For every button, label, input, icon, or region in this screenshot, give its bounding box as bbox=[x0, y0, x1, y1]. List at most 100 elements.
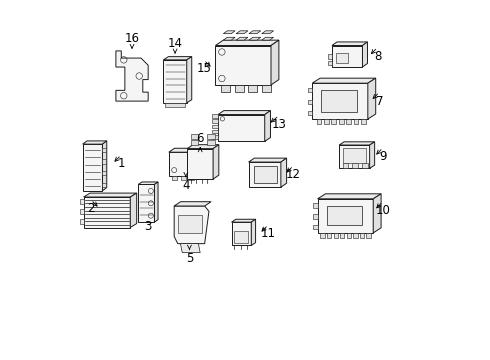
Bar bbox=[178, 215, 202, 233]
Text: 2: 2 bbox=[87, 202, 95, 215]
Polygon shape bbox=[318, 194, 381, 199]
Bar bbox=[340, 233, 344, 238]
Polygon shape bbox=[281, 158, 287, 187]
Text: 6: 6 bbox=[196, 132, 204, 145]
Polygon shape bbox=[216, 40, 279, 45]
Polygon shape bbox=[339, 145, 369, 168]
Bar bbox=[212, 125, 218, 128]
Polygon shape bbox=[318, 199, 373, 233]
Polygon shape bbox=[83, 141, 107, 144]
Bar bbox=[343, 163, 348, 168]
Bar bbox=[212, 130, 218, 134]
Bar bbox=[191, 140, 198, 145]
Polygon shape bbox=[235, 85, 244, 92]
Polygon shape bbox=[262, 37, 273, 40]
Bar bbox=[313, 225, 318, 229]
Polygon shape bbox=[271, 40, 279, 85]
Bar bbox=[347, 233, 351, 238]
Bar bbox=[180, 176, 186, 180]
Bar bbox=[328, 61, 332, 65]
Polygon shape bbox=[169, 148, 201, 152]
Bar bbox=[234, 231, 248, 243]
Text: 16: 16 bbox=[124, 32, 140, 45]
Text: 15: 15 bbox=[196, 62, 211, 75]
Polygon shape bbox=[221, 85, 230, 92]
Bar bbox=[308, 88, 312, 93]
Polygon shape bbox=[232, 219, 256, 222]
Text: 1: 1 bbox=[118, 157, 125, 170]
Text: 9: 9 bbox=[379, 150, 387, 163]
Bar bbox=[326, 206, 363, 225]
Text: 4: 4 bbox=[182, 179, 190, 192]
Bar bbox=[367, 233, 370, 238]
Text: 3: 3 bbox=[145, 220, 152, 233]
Bar bbox=[336, 53, 348, 63]
Polygon shape bbox=[373, 194, 381, 233]
Polygon shape bbox=[312, 83, 368, 119]
Bar bbox=[212, 135, 218, 139]
Bar bbox=[353, 233, 358, 238]
Text: 8: 8 bbox=[374, 50, 381, 63]
Bar bbox=[328, 54, 332, 59]
Bar bbox=[339, 119, 343, 124]
Bar bbox=[308, 111, 312, 116]
Polygon shape bbox=[312, 78, 376, 83]
Bar bbox=[172, 176, 177, 180]
Polygon shape bbox=[169, 152, 196, 176]
Polygon shape bbox=[84, 197, 130, 228]
Polygon shape bbox=[174, 206, 209, 244]
Bar bbox=[331, 119, 336, 124]
Polygon shape bbox=[265, 111, 270, 141]
Polygon shape bbox=[223, 37, 235, 40]
Polygon shape bbox=[187, 57, 192, 103]
Bar bbox=[165, 103, 185, 107]
Bar bbox=[254, 166, 277, 183]
Text: 14: 14 bbox=[168, 37, 183, 50]
Bar bbox=[313, 214, 318, 219]
Polygon shape bbox=[248, 162, 281, 187]
Text: 11: 11 bbox=[261, 227, 276, 240]
Text: 10: 10 bbox=[376, 204, 391, 217]
Polygon shape bbox=[218, 114, 265, 141]
Polygon shape bbox=[102, 141, 107, 191]
Bar bbox=[360, 233, 364, 238]
Bar bbox=[212, 120, 218, 123]
Polygon shape bbox=[236, 31, 248, 34]
Polygon shape bbox=[164, 60, 187, 103]
Bar bbox=[320, 233, 325, 238]
Polygon shape bbox=[84, 193, 137, 197]
Text: 13: 13 bbox=[271, 118, 287, 131]
Bar bbox=[207, 134, 215, 139]
Polygon shape bbox=[216, 45, 271, 85]
Bar bbox=[354, 119, 359, 124]
Polygon shape bbox=[249, 37, 261, 40]
Polygon shape bbox=[218, 111, 270, 114]
Polygon shape bbox=[248, 158, 287, 162]
Bar bbox=[321, 90, 357, 112]
Text: 12: 12 bbox=[286, 168, 301, 181]
Bar bbox=[352, 163, 358, 168]
Polygon shape bbox=[187, 149, 213, 179]
Polygon shape bbox=[223, 31, 235, 34]
Bar bbox=[102, 171, 106, 175]
Polygon shape bbox=[138, 182, 158, 184]
Polygon shape bbox=[262, 31, 273, 34]
Polygon shape bbox=[251, 219, 256, 246]
Bar bbox=[346, 119, 351, 124]
Bar bbox=[80, 219, 84, 224]
Bar bbox=[308, 100, 312, 104]
Polygon shape bbox=[130, 193, 137, 228]
Bar bbox=[189, 176, 194, 180]
Bar bbox=[361, 119, 366, 124]
Polygon shape bbox=[369, 142, 375, 168]
Polygon shape bbox=[339, 142, 375, 145]
Bar bbox=[102, 183, 106, 187]
Bar bbox=[207, 140, 215, 145]
Polygon shape bbox=[154, 182, 158, 222]
Bar bbox=[80, 199, 84, 204]
Polygon shape bbox=[363, 42, 368, 67]
Bar bbox=[313, 203, 318, 208]
Polygon shape bbox=[138, 184, 154, 222]
Bar bbox=[362, 163, 368, 168]
Bar bbox=[102, 159, 106, 163]
